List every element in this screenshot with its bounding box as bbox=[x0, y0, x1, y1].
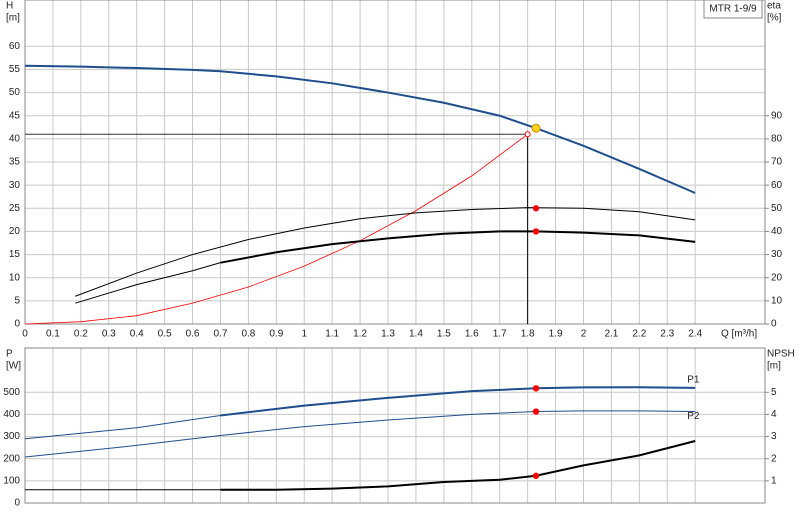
x-tick-label: 1.7 bbox=[493, 329, 507, 340]
y-label: P bbox=[6, 349, 13, 360]
y-tick-label: 60 bbox=[9, 41, 21, 52]
y-tick-label: 50 bbox=[9, 87, 21, 98]
y-tick-label: 0 bbox=[14, 498, 20, 509]
x-tick-label: 2.1 bbox=[604, 329, 618, 340]
y2-unit: [m] bbox=[767, 361, 781, 372]
y-tick-label: 100 bbox=[3, 475, 20, 486]
x-tick-label: 0.1 bbox=[46, 329, 60, 340]
y2-tick-label: 60 bbox=[771, 180, 783, 191]
x-tick-label: 2.3 bbox=[660, 329, 674, 340]
x-tick-label: 1.4 bbox=[409, 329, 423, 340]
y2-tick-label: 5 bbox=[771, 387, 777, 398]
series-line bbox=[24, 133, 528, 325]
y-tick-label: 15 bbox=[9, 249, 21, 260]
y2-tick-label: 0 bbox=[771, 319, 777, 330]
marker-point bbox=[532, 472, 540, 479]
y-tick-label: 45 bbox=[9, 110, 21, 121]
y-unit: [W] bbox=[6, 361, 21, 372]
annotation: MTR 1-9/9 bbox=[709, 4, 757, 15]
x-tick-label: 1.1 bbox=[325, 329, 339, 340]
series-line bbox=[75, 207, 696, 297]
series-label: P1 bbox=[687, 374, 700, 385]
x-tick-label: 1.2 bbox=[353, 329, 367, 340]
x-tick-label: 0.8 bbox=[241, 329, 255, 340]
y2-tick-label: 2 bbox=[771, 453, 777, 464]
y-tick-label: 5 bbox=[14, 295, 20, 306]
series-line bbox=[24, 64, 696, 194]
y-tick-label: 10 bbox=[9, 272, 21, 283]
y2-label: eta bbox=[767, 1, 781, 12]
y2-tick-label: 10 bbox=[771, 295, 783, 306]
x-tick-label: 1.9 bbox=[549, 329, 563, 340]
x-tick-label: 0.9 bbox=[269, 329, 283, 340]
y-tick-label: 200 bbox=[3, 453, 20, 464]
x-tick-label: 0.6 bbox=[186, 329, 200, 340]
marker-point bbox=[532, 205, 540, 212]
x-tick-label: 0.2 bbox=[74, 329, 88, 340]
marker-point bbox=[532, 408, 540, 415]
marker-point bbox=[532, 228, 540, 235]
plot-frame bbox=[24, 0, 766, 325]
y-tick-label: 20 bbox=[9, 226, 21, 237]
series-line bbox=[220, 440, 696, 491]
plot-frame bbox=[24, 347, 766, 504]
duty-point bbox=[531, 123, 541, 133]
series-line bbox=[220, 230, 696, 264]
x-tick-label: 1.3 bbox=[381, 329, 395, 340]
y-tick-label: 0 bbox=[14, 319, 20, 330]
y2-tick-label: 3 bbox=[771, 431, 777, 442]
y-unit: [m] bbox=[6, 13, 20, 24]
x-tick-label: 2.2 bbox=[632, 329, 646, 340]
x-tick-label: 2.4 bbox=[688, 329, 702, 340]
marker-point bbox=[532, 385, 540, 392]
y-tick-label: 40 bbox=[9, 133, 21, 144]
system-end bbox=[524, 131, 531, 138]
y-tick-label: 300 bbox=[3, 431, 20, 442]
y-tick-label: 25 bbox=[9, 203, 21, 214]
y2-tick-label: 20 bbox=[771, 272, 783, 283]
x-tick-label: 1.8 bbox=[521, 329, 535, 340]
x-tick-label: 1.5 bbox=[437, 329, 451, 340]
y-label: H bbox=[6, 1, 13, 12]
annotation-box bbox=[703, 0, 763, 19]
x-tick-label: 0.5 bbox=[158, 329, 172, 340]
y2-tick-label: 4 bbox=[771, 409, 777, 420]
y-tick-label: 35 bbox=[9, 157, 21, 168]
series-line bbox=[220, 386, 696, 417]
y2-tick-label: 40 bbox=[771, 226, 783, 237]
y2-label: NPSH bbox=[767, 349, 795, 360]
y2-tick-label: 30 bbox=[771, 249, 783, 260]
y-tick-label: 500 bbox=[3, 387, 20, 398]
x-tick-label: 0.3 bbox=[102, 329, 116, 340]
y2-unit: [%] bbox=[767, 13, 782, 24]
x-tick-label: 0.7 bbox=[214, 329, 228, 340]
x-tick-label: 2 bbox=[581, 329, 587, 340]
y2-tick-label: 90 bbox=[771, 110, 783, 121]
series-label: P2 bbox=[687, 411, 700, 422]
y-tick-label: 30 bbox=[9, 180, 21, 191]
x-tick-label: 1 bbox=[301, 329, 307, 340]
y-tick-label: 400 bbox=[3, 409, 20, 420]
x-tick-label: 0 bbox=[22, 329, 28, 340]
series-line bbox=[24, 410, 696, 458]
y2-tick-label: 1 bbox=[771, 475, 777, 486]
y-tick-label: 55 bbox=[9, 64, 21, 75]
x-tick-label: 0.4 bbox=[130, 329, 144, 340]
x-label: Q [m³/h] bbox=[721, 329, 757, 340]
y2-tick-label: 70 bbox=[771, 157, 783, 168]
y2-tick-label: 80 bbox=[771, 133, 783, 144]
x-tick-label: 1.6 bbox=[465, 329, 479, 340]
y2-tick-label: 50 bbox=[771, 203, 783, 214]
